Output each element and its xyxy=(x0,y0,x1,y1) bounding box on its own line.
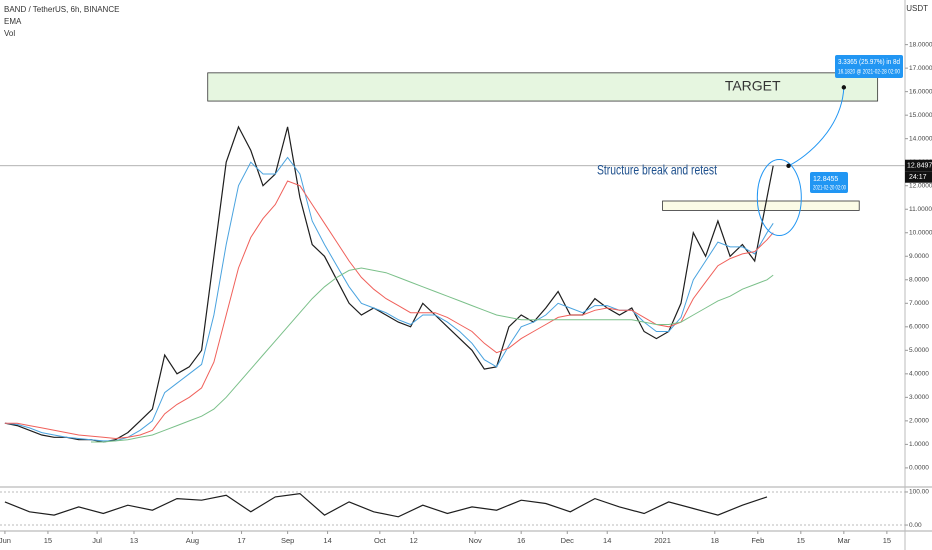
callout-text: 3.3365 (25.97%) in 8d xyxy=(838,59,900,66)
y-tick-label: 1.0000 xyxy=(909,441,929,448)
x-tick-label: Dec xyxy=(561,536,575,545)
x-tick-label: 15 xyxy=(797,536,805,545)
y-tick-label: 100.00 xyxy=(909,489,929,496)
y-tick-label: 18.0000 xyxy=(909,41,932,48)
y-tick-label: 15.0000 xyxy=(909,112,932,119)
x-tick-label: 15 xyxy=(883,536,891,545)
series-line xyxy=(4,492,768,518)
y-tick-label: 8.0000 xyxy=(909,276,929,283)
currency: USDT xyxy=(906,4,928,13)
zone-label: TARGET xyxy=(725,78,781,94)
y-tick-label: 2.0000 xyxy=(909,418,929,425)
callout-detail: 2021-02-20 02:00 xyxy=(813,186,846,192)
countdown-box xyxy=(905,171,932,183)
y-tick-label: 11.0000 xyxy=(909,206,932,213)
callout-box xyxy=(810,172,848,193)
y-tick-label: 12.0000 xyxy=(909,182,932,189)
series-line xyxy=(4,125,774,443)
measure-point xyxy=(786,163,791,169)
last-price-box xyxy=(905,159,932,172)
series-line xyxy=(4,156,774,442)
y-tick-label: 3.0000 xyxy=(909,394,929,401)
measure-point xyxy=(841,85,847,90)
callout-box xyxy=(835,55,903,78)
zone xyxy=(662,200,860,211)
countdown: 24:17 xyxy=(909,174,927,181)
x-tick-label: 14 xyxy=(603,536,611,545)
x-tick-label: Feb xyxy=(751,536,764,545)
indicator-label: Vol xyxy=(4,29,15,38)
callout-text: 12.8455 xyxy=(813,176,838,183)
y-tick-label: 17.0000 xyxy=(909,65,932,72)
x-tick-label: Aug xyxy=(186,536,199,545)
x-tick-label: 13 xyxy=(130,536,138,545)
chart-title: BAND / TetherUS, 6h, BINANCE xyxy=(4,5,119,14)
y-tick-label: 10.0000 xyxy=(909,229,932,236)
y-tick-label: 0.00 xyxy=(909,522,922,529)
series-line xyxy=(91,267,774,443)
x-tick-label: 14 xyxy=(323,536,331,545)
annotation: Structure break and retest xyxy=(597,162,717,178)
x-tick-label: 16 xyxy=(517,536,525,545)
y-tick-label: 16.0000 xyxy=(909,88,932,95)
indicator-label: EMA xyxy=(4,17,22,26)
x-tick-label: Nov xyxy=(468,536,482,545)
x-tick-label: Mar xyxy=(837,536,850,545)
x-tick-label: 17 xyxy=(237,536,245,545)
plot xyxy=(4,72,879,518)
x-tick-label: Jul xyxy=(92,536,102,545)
x-tick-label: 12 xyxy=(409,536,417,545)
last-price: 12.8497 xyxy=(907,163,932,170)
x-tick-label: 15 xyxy=(44,536,52,545)
y-tick-label: 5.0000 xyxy=(909,347,929,354)
y-tick-label: 7.0000 xyxy=(909,300,929,307)
y-tick-label: 0.0000 xyxy=(909,465,929,472)
x-tick-label: 18 xyxy=(711,536,719,545)
x-tick-label: Jun xyxy=(0,536,11,545)
zone xyxy=(207,72,879,102)
series-line xyxy=(4,180,774,440)
measure-arrow xyxy=(788,87,845,167)
highlight-circle xyxy=(756,158,802,236)
y-tick-label: 9.0000 xyxy=(909,253,929,260)
y-tick-label: 4.0000 xyxy=(909,371,929,378)
grid xyxy=(0,165,905,526)
x-tick-label: 2021 xyxy=(654,536,671,545)
x-tick-label: Oct xyxy=(374,536,387,545)
x-tick-label: Sep xyxy=(281,536,294,545)
y-tick-label: 14.0000 xyxy=(909,135,932,142)
callout-detail: 16.1820 @ 2021-02-28 02:00 xyxy=(838,70,901,76)
y-tick-label: 6.0000 xyxy=(909,324,929,331)
